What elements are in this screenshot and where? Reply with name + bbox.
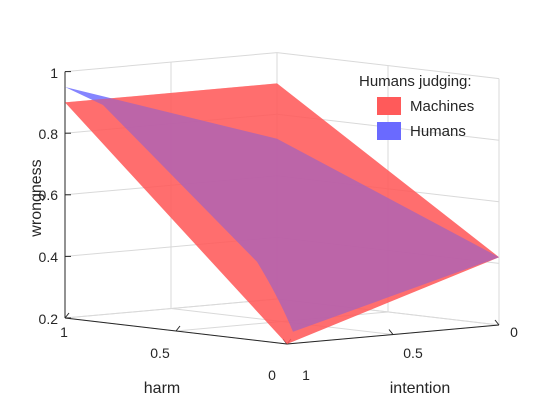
surface-machines-overlay: [65, 83, 499, 345]
z-axis-label: wrongness: [28, 159, 45, 237]
y-tick: [494, 319, 500, 326]
x-tick-label: 1: [60, 324, 68, 340]
z-tick-label: 1: [50, 65, 58, 81]
legend: Humans judging: Machines Humans: [359, 73, 474, 140]
y-tick-labels: 1 0.5 0: [302, 324, 518, 383]
z-tick-labels: 1 0.8 0.6 0.4 0.2: [39, 65, 59, 327]
surface-humans: [65, 87, 499, 332]
legend-title: Humans judging:: [359, 73, 472, 90]
grid-line: [64, 298, 278, 319]
z-tick-label: 0.2: [39, 311, 59, 327]
y-tick-label: 0.5: [403, 345, 423, 361]
z-tick-label: 0.4: [39, 249, 59, 265]
x-tick-labels: 1 0.5 0: [60, 324, 276, 383]
y-tick: [388, 329, 394, 335]
legend-swatch-humans: [377, 122, 401, 140]
z-tick-label: 0.6: [39, 187, 59, 203]
x-tick: [175, 325, 181, 332]
y-tick-label: 0: [510, 324, 518, 340]
x-tick: [64, 312, 70, 319]
z-tick-label: 0.8: [39, 126, 59, 142]
y-tick-label: 1: [302, 367, 310, 383]
x-tick-label: 0: [268, 367, 276, 383]
x-axis-label: harm: [144, 380, 180, 397]
x-tick-label: 0.5: [150, 345, 170, 361]
y-axis-label: intention: [390, 380, 451, 397]
legend-swatch-machines: [377, 97, 401, 115]
legend-label-machines: Machines: [410, 98, 474, 115]
legend-label-humans: Humans: [410, 123, 466, 140]
surfaces: [65, 83, 499, 345]
